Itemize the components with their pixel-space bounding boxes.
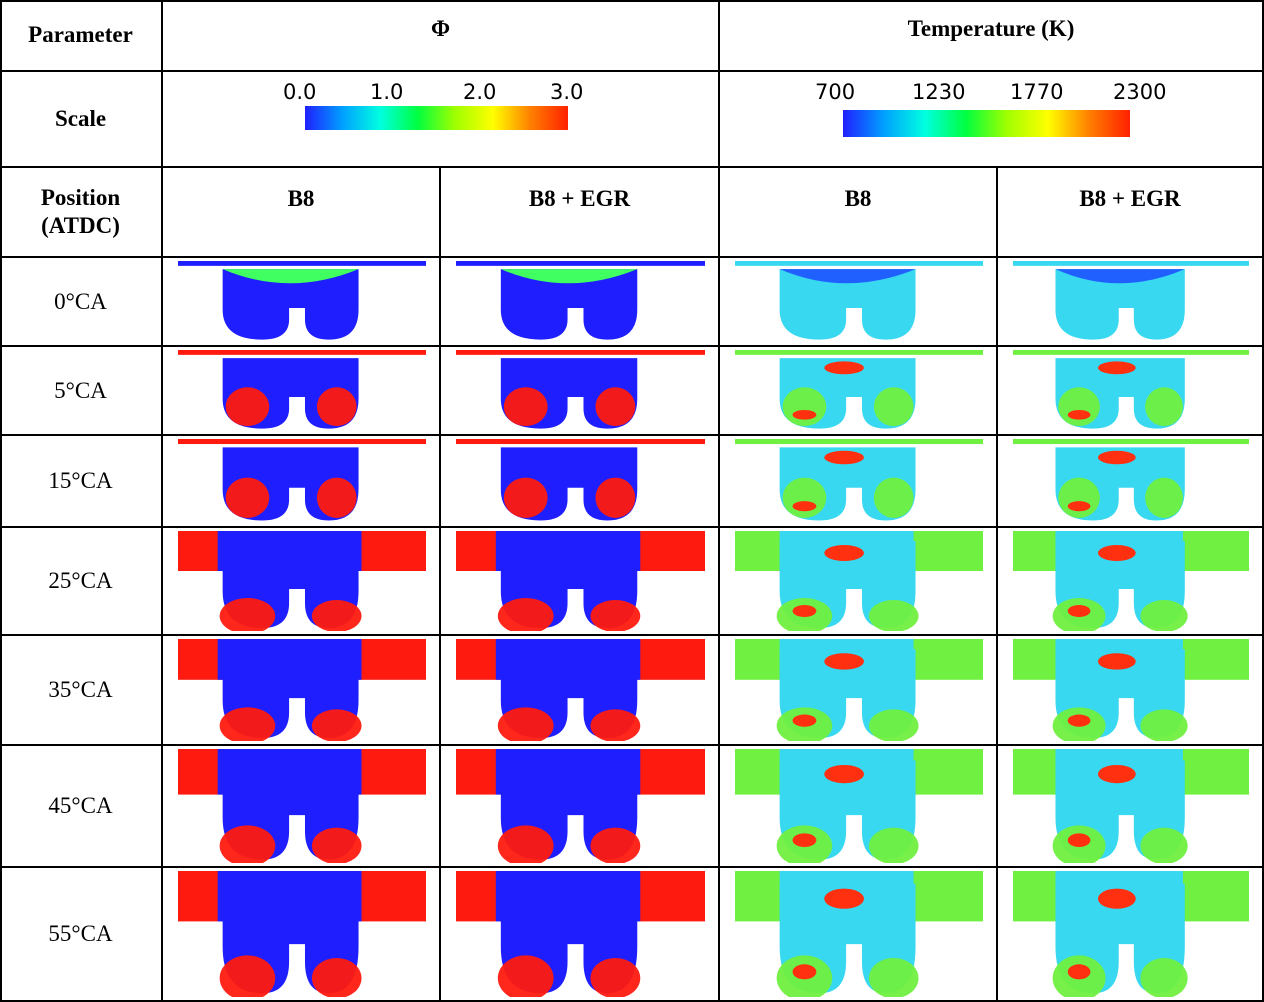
simulation-image bbox=[735, 639, 983, 741]
scale-tick: 2.0 bbox=[463, 80, 496, 104]
row-label: 45°CA bbox=[0, 746, 163, 868]
row-label: 25°CA bbox=[0, 528, 163, 636]
row-label: Scale bbox=[0, 72, 163, 168]
simulation-image bbox=[178, 871, 426, 997]
simulation-image bbox=[178, 531, 426, 631]
simulation-image bbox=[456, 639, 705, 741]
simulation-image bbox=[178, 749, 426, 863]
row-label: 15°CA bbox=[0, 436, 163, 528]
simulation-image bbox=[178, 350, 426, 431]
color-bar bbox=[305, 106, 568, 130]
row-label: 5°CA bbox=[0, 347, 163, 436]
column-header: B8 + EGR bbox=[998, 168, 1264, 258]
header-cell: Parameter bbox=[0, 0, 163, 72]
simulation-image bbox=[456, 261, 705, 342]
simulation-image bbox=[1013, 531, 1249, 631]
simulation-image bbox=[456, 531, 705, 631]
simulation-image bbox=[735, 531, 983, 631]
simulation-image bbox=[178, 261, 426, 342]
header-cell: Temperature (K) bbox=[720, 0, 1264, 72]
simulation-image bbox=[456, 871, 705, 997]
column-header: B8 + EGR bbox=[441, 168, 720, 258]
scale-tick: 700 bbox=[815, 80, 855, 104]
simulation-image bbox=[456, 749, 705, 863]
scale-tick: 1.0 bbox=[370, 80, 403, 104]
simulation-image bbox=[456, 350, 705, 431]
simulation-image bbox=[1013, 439, 1249, 523]
column-header: B8 bbox=[163, 168, 441, 258]
simulation-image bbox=[178, 639, 426, 741]
page: Parameter Φ Temperature (K) Scale Positi… bbox=[0, 0, 1264, 1002]
simulation-image bbox=[735, 350, 983, 431]
column-header: B8 bbox=[720, 168, 998, 258]
scale-tick: 0.0 bbox=[283, 80, 316, 104]
header-cell: Φ bbox=[163, 0, 720, 72]
simulation-image bbox=[735, 439, 983, 523]
scale-tick: 2300 bbox=[1113, 80, 1166, 104]
simulation-image bbox=[1013, 871, 1249, 997]
simulation-image bbox=[1013, 350, 1249, 431]
simulation-image bbox=[1013, 261, 1249, 342]
scale-tick: 1770 bbox=[1010, 80, 1063, 104]
simulation-image bbox=[735, 261, 983, 342]
row-label: 0°CA bbox=[0, 258, 163, 347]
scale-tick: 1230 bbox=[912, 80, 965, 104]
scale-tick: 3.0 bbox=[550, 80, 583, 104]
row-label: Position (ATDC) bbox=[0, 168, 163, 258]
simulation-image bbox=[735, 749, 983, 863]
simulation-image bbox=[735, 871, 983, 997]
simulation-image bbox=[456, 439, 705, 523]
row-label: 35°CA bbox=[0, 636, 163, 746]
row-label: 55°CA bbox=[0, 868, 163, 1002]
simulation-image bbox=[1013, 639, 1249, 741]
simulation-image bbox=[1013, 749, 1249, 863]
simulation-image bbox=[178, 439, 426, 523]
color-bar bbox=[843, 110, 1130, 137]
